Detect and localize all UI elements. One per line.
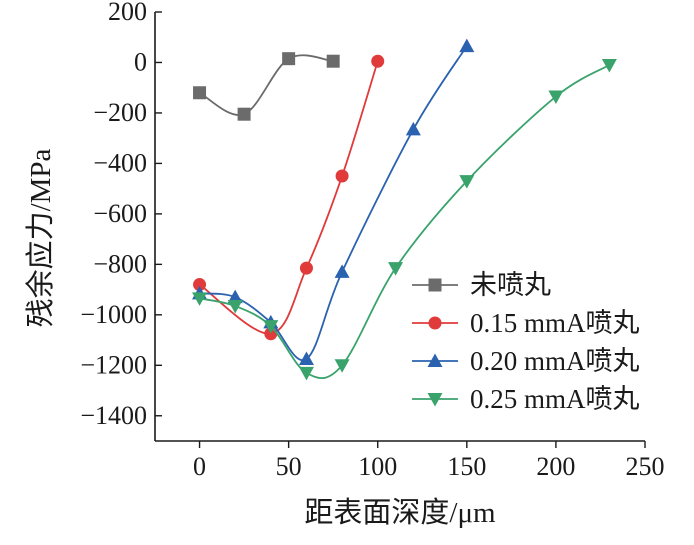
series-3 [192,38,475,365]
legend-label: 0.25 mmA喷丸 [470,384,640,414]
data-point [193,278,207,292]
x-tick-label: 100 [358,452,397,481]
legend-marker [428,278,442,292]
data-point [298,366,314,381]
x-tick-label: 250 [626,452,665,481]
data-point [227,289,243,304]
data-point [334,264,350,278]
data-point [388,262,404,276]
legend: 未喷丸 0.15 mmA喷丸 0.20 mmA喷丸 0.25 mmA喷丸 [412,270,640,414]
series-layer [192,38,617,381]
y-tick-label: −400 [93,148,147,177]
y-tick-label: −600 [93,199,147,228]
legend-label: 0.15 mmA喷丸 [470,308,640,338]
data-point [459,175,475,189]
legend-label: 未喷丸 [470,270,551,300]
series-4 [192,58,617,381]
data-point [237,107,251,121]
legend-marker [427,393,443,407]
y-tick-label: 0 [134,47,147,76]
series-line [199,54,334,116]
x-axis-title: 距表面深度/μm [304,496,496,529]
legend-marker [428,316,442,330]
data-point [192,292,208,306]
legend-marker [427,353,443,367]
data-point [601,58,617,73]
data-point [371,54,385,68]
series-line [199,60,379,335]
legend-label: 0.20 mmA喷丸 [470,346,640,376]
data-point [335,169,349,183]
legend-item-3: 0.20 mmA喷丸 [412,346,640,376]
series-line [199,64,610,379]
data-point [326,54,340,68]
legend-item-2: 0.15 mmA喷丸 [412,308,640,338]
data-point [263,320,279,334]
series-2 [193,54,385,341]
y-tick-label: 200 [108,0,147,26]
legend-item-1: 未喷丸 [412,270,551,300]
series-1 [193,52,340,121]
y-axis-title: 残余应力/MPa [24,148,57,327]
data-point [548,90,564,105]
legend-item-4: 0.25 mmA喷丸 [412,384,640,414]
data-point [334,359,350,373]
x-tick-label: 200 [536,452,575,481]
data-point [405,121,421,136]
data-point [298,351,314,365]
y-tick-label: −1400 [80,401,147,430]
axes: 200 0 −200 −400 −600 −800 −1000 −1200 −1400 0 50 10… [80,0,664,481]
data-point [282,52,296,66]
y-tick-label: −800 [93,249,147,278]
data-point [193,86,207,100]
data-point [459,38,475,53]
x-tick-label: 0 [193,452,206,481]
x-tick-label: 150 [447,452,486,481]
y-tick-label: −1200 [80,350,147,379]
y-tick-label: −1000 [80,300,147,329]
data-point [227,299,243,314]
x-tick-label: 50 [276,452,302,481]
data-point [299,261,313,275]
y-tick-label: −200 [93,98,147,127]
